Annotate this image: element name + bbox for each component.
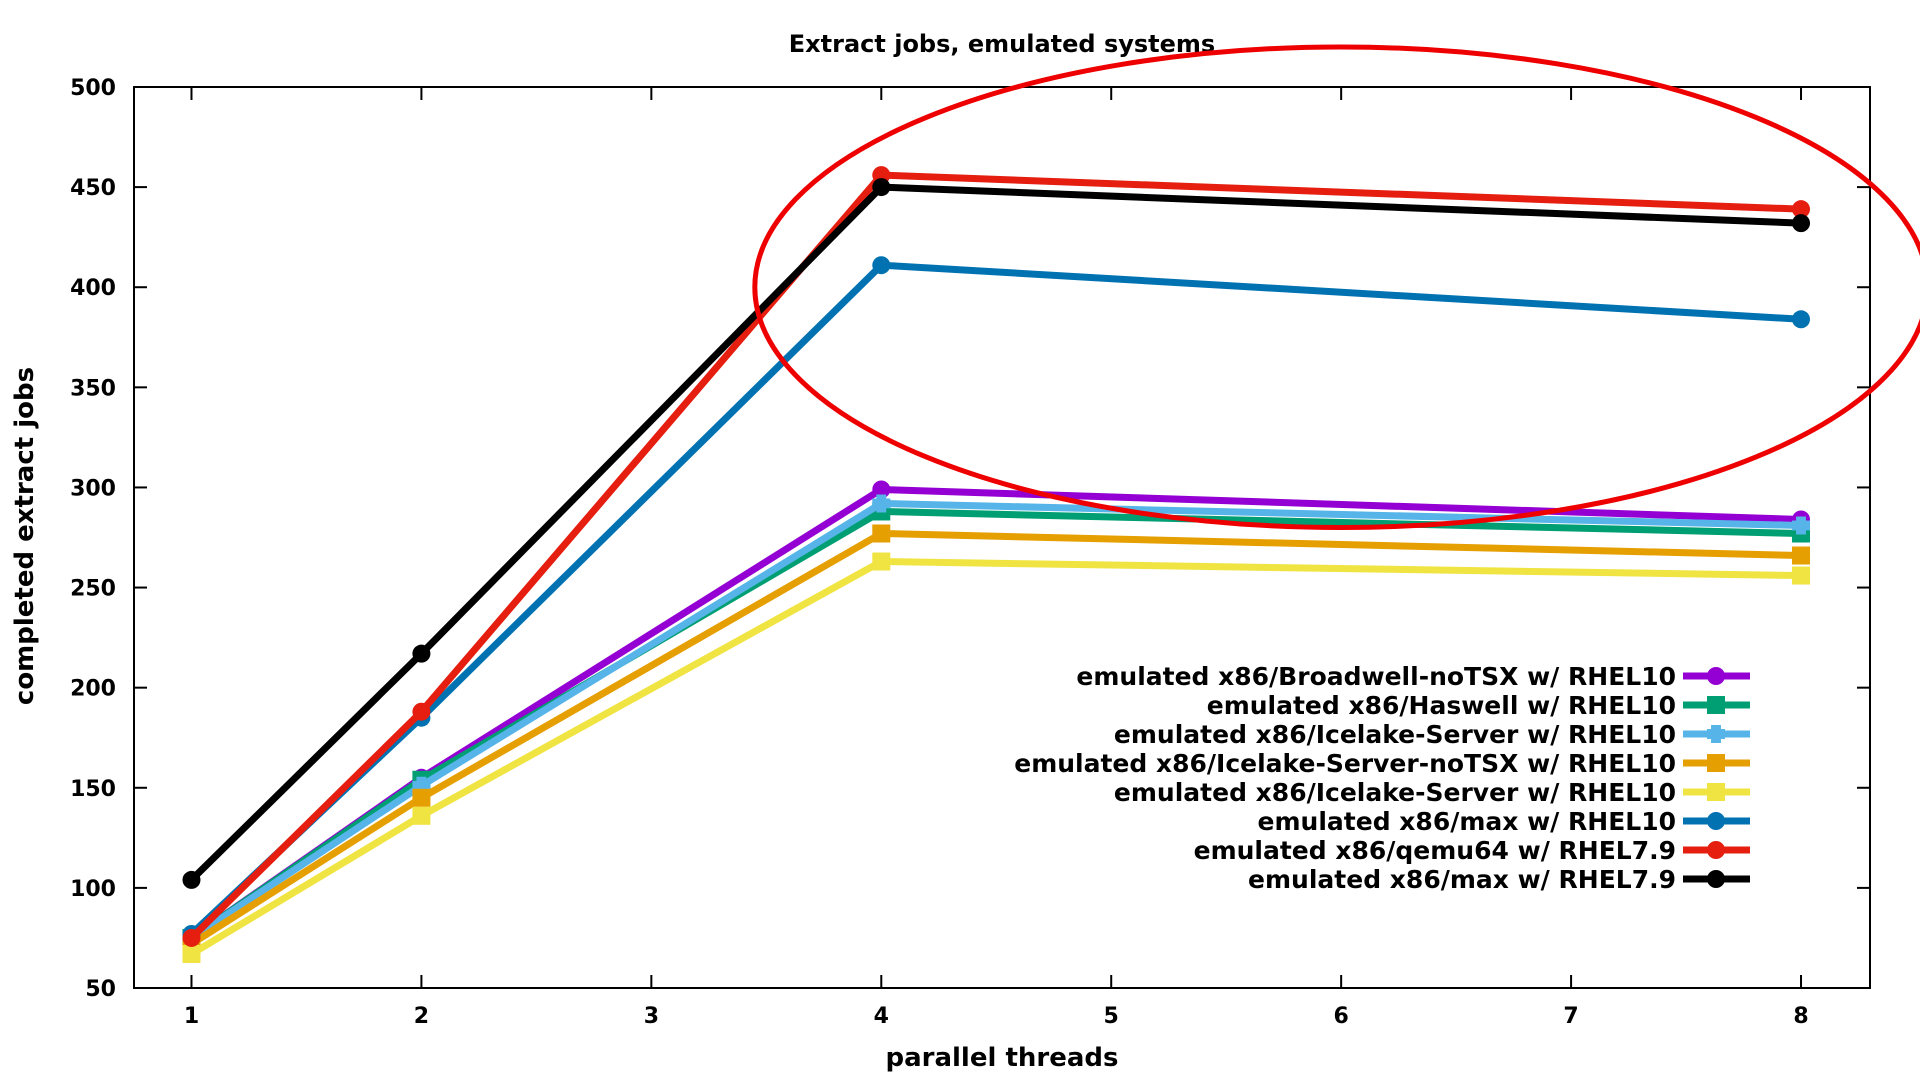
x-tick-label: 8 xyxy=(1793,1004,1808,1029)
data-point xyxy=(872,524,891,543)
series-4 xyxy=(182,552,1811,963)
legend-marker xyxy=(1707,754,1725,772)
axis-ticks: 50 100 150 200 250 300 350 400 450 500 1 2 3 4 5 6 7 8 xyxy=(70,76,1870,1029)
y-tick-label: 450 xyxy=(70,176,116,201)
legend-marker xyxy=(1707,783,1725,801)
legend: emulated x86/Broadwell-noTSX w/ RHEL10em… xyxy=(1014,662,1750,894)
y-tick-label: 300 xyxy=(70,476,116,501)
data-point xyxy=(872,256,891,275)
legend-label: emulated x86/Icelake-Server w/ RHEL10 xyxy=(1114,720,1676,749)
x-tick-label: 2 xyxy=(414,1004,429,1029)
series-line xyxy=(187,558,1805,958)
data-point xyxy=(412,702,431,721)
plot-frame xyxy=(133,86,1871,989)
legend-entry-2: emulated x86/Icelake-Server w/ RHEL10 xyxy=(1114,720,1750,749)
y-tick-label: 250 xyxy=(70,577,116,602)
legend-marker xyxy=(1707,696,1725,714)
legend-marker xyxy=(1707,841,1725,859)
y-tick-label: 50 xyxy=(85,977,116,1002)
data-point xyxy=(412,788,431,807)
data-point xyxy=(1792,516,1811,535)
data-point xyxy=(182,944,201,963)
data-point xyxy=(1792,310,1811,329)
legend-label: emulated x86/qemu64 w/ RHEL7.9 xyxy=(1194,836,1676,865)
data-point xyxy=(182,870,201,889)
data-point xyxy=(1792,200,1811,219)
legend-label: emulated x86/max w/ RHEL7.9 xyxy=(1248,865,1676,894)
legend-entry-4: emulated x86/Icelake-Server w/ RHEL10 xyxy=(1114,778,1750,807)
legend-label: emulated x86/max w/ RHEL10 xyxy=(1258,807,1676,836)
legend-entry-0: emulated x86/Broadwell-noTSX w/ RHEL10 xyxy=(1076,662,1750,691)
legend-entry-1: emulated x86/Haswell w/ RHEL10 xyxy=(1207,691,1750,720)
data-point xyxy=(1792,546,1811,565)
y-tick-label: 400 xyxy=(70,276,116,301)
data-point xyxy=(412,806,431,825)
series-line xyxy=(187,183,1805,884)
series-line xyxy=(187,171,1805,942)
x-tick-label: 4 xyxy=(874,1004,889,1029)
highlight-ellipse xyxy=(752,44,1920,530)
x-tick-label: 5 xyxy=(1104,1004,1119,1029)
legend-entry-3: emulated x86/Icelake-Server-noTSX w/ RHE… xyxy=(1014,749,1750,778)
legend-entry-5: emulated x86/max w/ RHEL10 xyxy=(1258,807,1750,836)
legend-label: emulated x86/Haswell w/ RHEL10 xyxy=(1207,691,1676,720)
y-axis-label: completed extract jobs xyxy=(10,367,40,705)
legend-marker xyxy=(1707,812,1725,830)
x-axis-label: parallel threads xyxy=(886,1043,1119,1073)
y-tick-label: 150 xyxy=(70,777,116,802)
y-tick-label: 500 xyxy=(70,76,116,101)
series-7 xyxy=(182,178,1811,889)
chart-title: Extract jobs, emulated systems xyxy=(789,30,1215,58)
data-point xyxy=(412,644,431,663)
series-3 xyxy=(182,524,1811,953)
series-line xyxy=(187,499,1805,942)
series-layer xyxy=(182,166,1811,963)
legend-marker xyxy=(1707,870,1725,888)
y-tick-label: 350 xyxy=(70,376,116,401)
legend-label: emulated x86/Broadwell-noTSX w/ RHEL10 xyxy=(1076,662,1676,691)
y-tick-label: 200 xyxy=(70,677,116,702)
x-tick-label: 3 xyxy=(644,1004,659,1029)
data-point xyxy=(1792,566,1811,585)
y-tick-label: 100 xyxy=(70,877,116,902)
data-point xyxy=(872,494,891,513)
data-point xyxy=(1792,214,1811,233)
annotation-layer xyxy=(752,44,1920,530)
legend-entry-7: emulated x86/max w/ RHEL7.9 xyxy=(1248,865,1750,894)
legend-label: emulated x86/Icelake-Server w/ RHEL10 xyxy=(1114,778,1676,807)
x-tick-label: 6 xyxy=(1333,1004,1348,1029)
series-line xyxy=(187,529,1805,948)
data-point xyxy=(182,928,201,947)
data-point xyxy=(872,480,891,499)
data-point xyxy=(872,178,891,197)
legend-entry-6: emulated x86/qemu64 w/ RHEL7.9 xyxy=(1194,836,1750,865)
legend-label: emulated x86/Icelake-Server-noTSX w/ RHE… xyxy=(1014,749,1676,778)
x-tick-label: 1 xyxy=(184,1004,199,1029)
x-tick-label: 7 xyxy=(1563,1004,1578,1029)
legend-marker xyxy=(1707,667,1725,685)
legend-marker xyxy=(1707,725,1725,743)
data-point xyxy=(872,552,891,571)
